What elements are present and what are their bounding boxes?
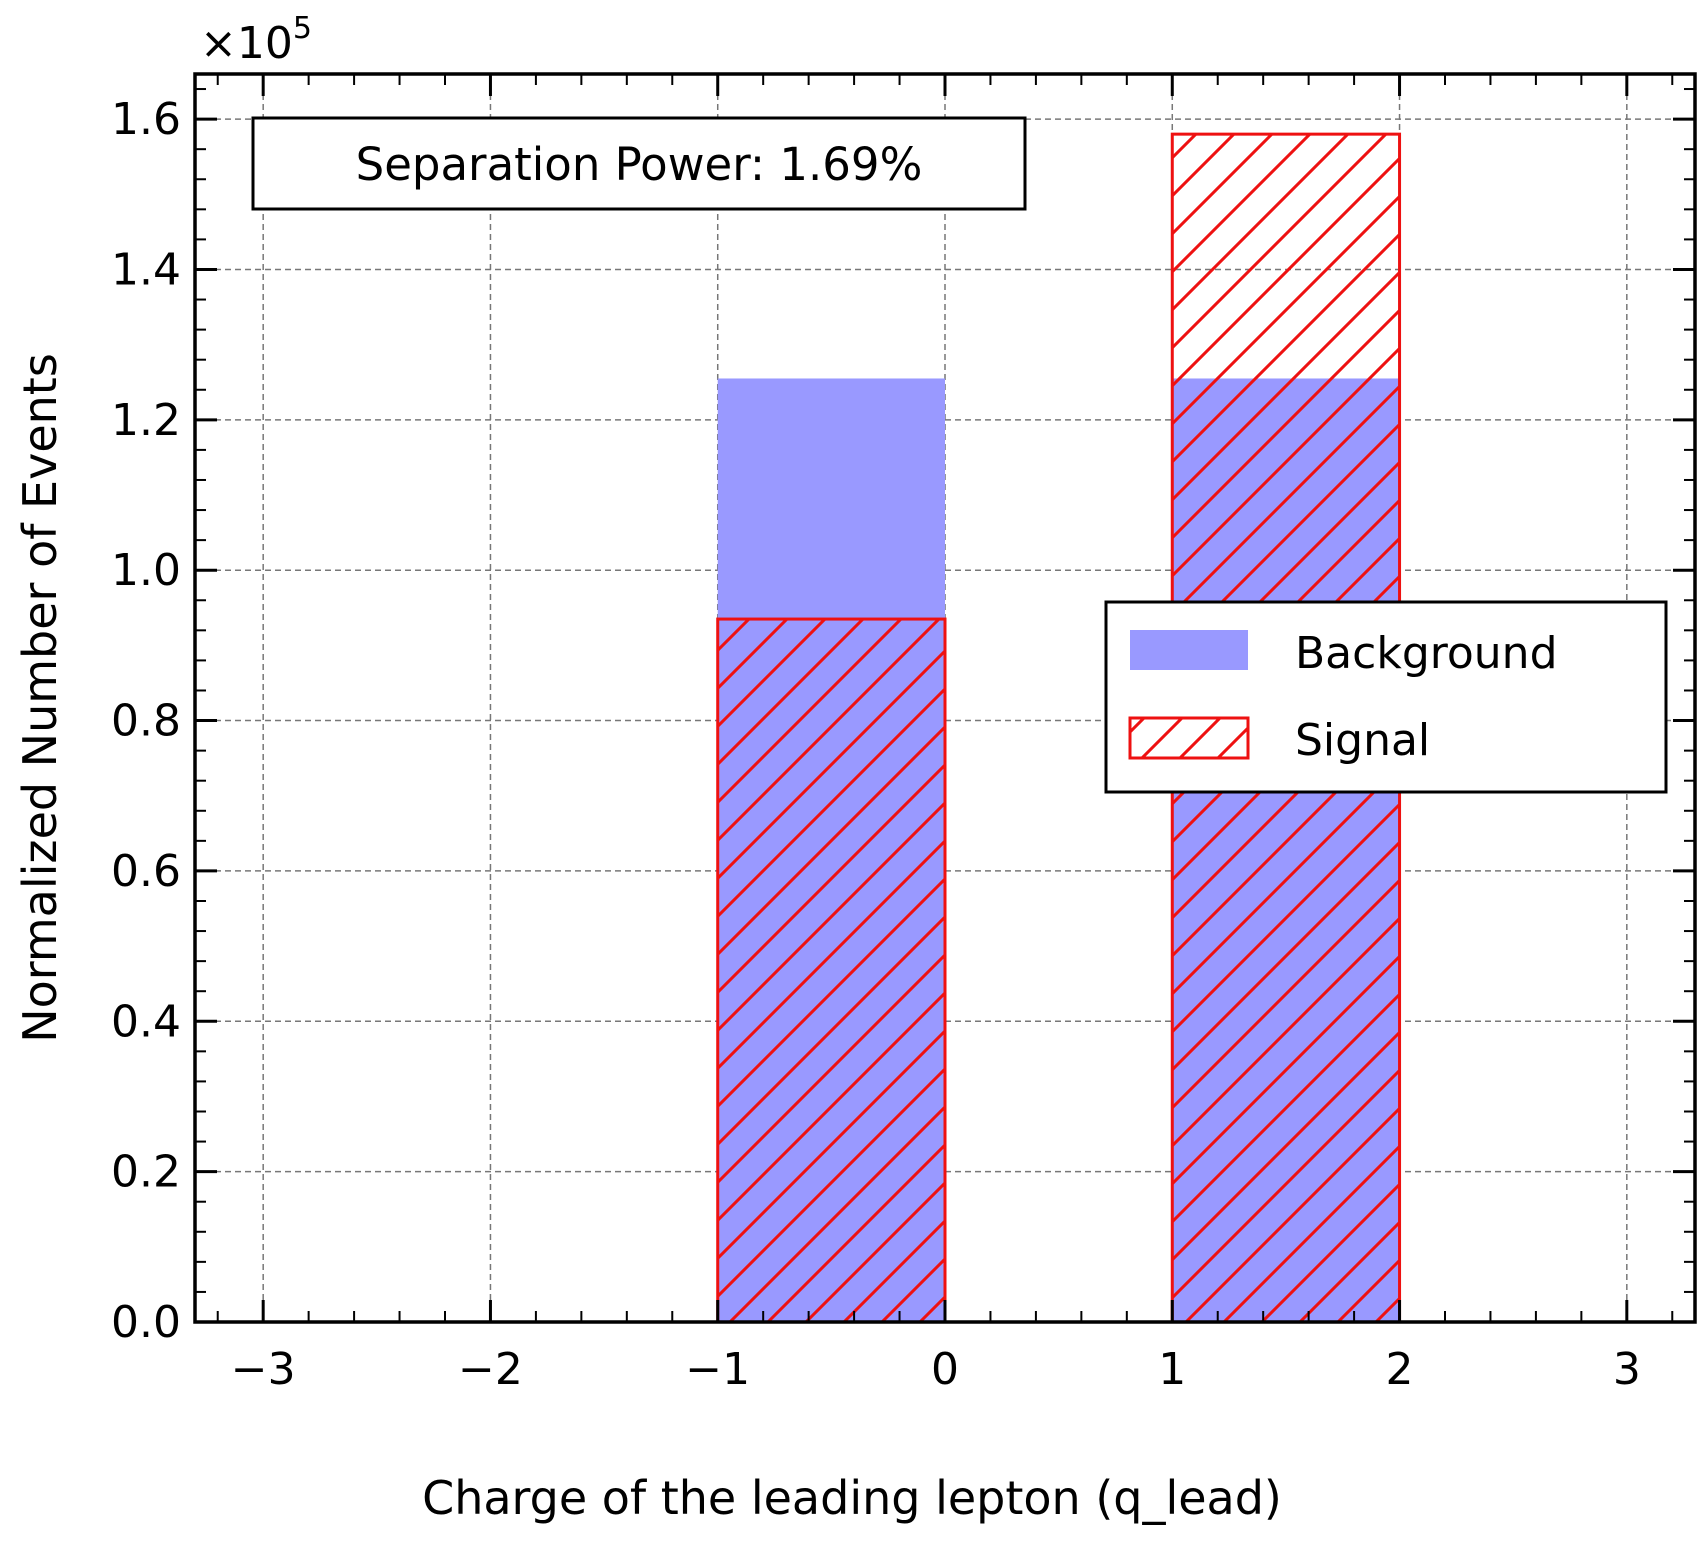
x-tick-label: 0 <box>931 1344 959 1395</box>
y-axis-title: Normalized Number of Events <box>13 353 67 1043</box>
y-tick-label: 1.6 <box>111 94 181 145</box>
y-tick-label: 1.2 <box>111 395 181 446</box>
y-tick-label: 0.2 <box>111 1147 181 1198</box>
y-tick-label: 0.8 <box>111 696 181 747</box>
legend-label-signal: Signal <box>1295 715 1430 766</box>
tick-labels: −3 −2 −1 0 1 2 3 0.0 0.2 0.4 0.6 0.8 1.0 1.2 1.4 1.6 <box>111 94 1641 1395</box>
x-tick-label: −1 <box>685 1344 750 1395</box>
separation-power-annotation: Separation Power: 1.69% <box>251 116 1027 211</box>
y-tick-label: 1.0 <box>111 545 181 596</box>
y-axis-multiplier: ×105 <box>200 11 312 69</box>
y-tick-label: 0.4 <box>111 996 181 1047</box>
x-tick-label: 1 <box>1158 1344 1186 1395</box>
y-tick-label: 0.6 <box>111 846 181 897</box>
legend-swatch-signal <box>1128 716 1250 760</box>
legend-swatch-background <box>1130 630 1248 670</box>
x-axis-title: Charge of the leading lepton (q_lead) <box>422 1471 1282 1525</box>
x-tick-label: 2 <box>1386 1344 1414 1395</box>
annotation-box <box>251 116 1027 211</box>
y-tick-label: 0.0 <box>111 1297 181 1348</box>
legend: Background Signal <box>1104 600 1668 794</box>
x-tick-label: −2 <box>458 1344 523 1395</box>
bar-signal <box>716 617 947 1322</box>
annotation-text: Separation Power: 1.69% <box>356 138 923 191</box>
y-tick-label: 1.4 <box>111 244 181 295</box>
plot-frame <box>193 72 1697 1324</box>
axis-ticks <box>195 74 1695 1324</box>
x-tick-label: 3 <box>1613 1344 1641 1395</box>
x-tick-label: −3 <box>231 1344 296 1395</box>
legend-label-background: Background <box>1295 628 1558 679</box>
